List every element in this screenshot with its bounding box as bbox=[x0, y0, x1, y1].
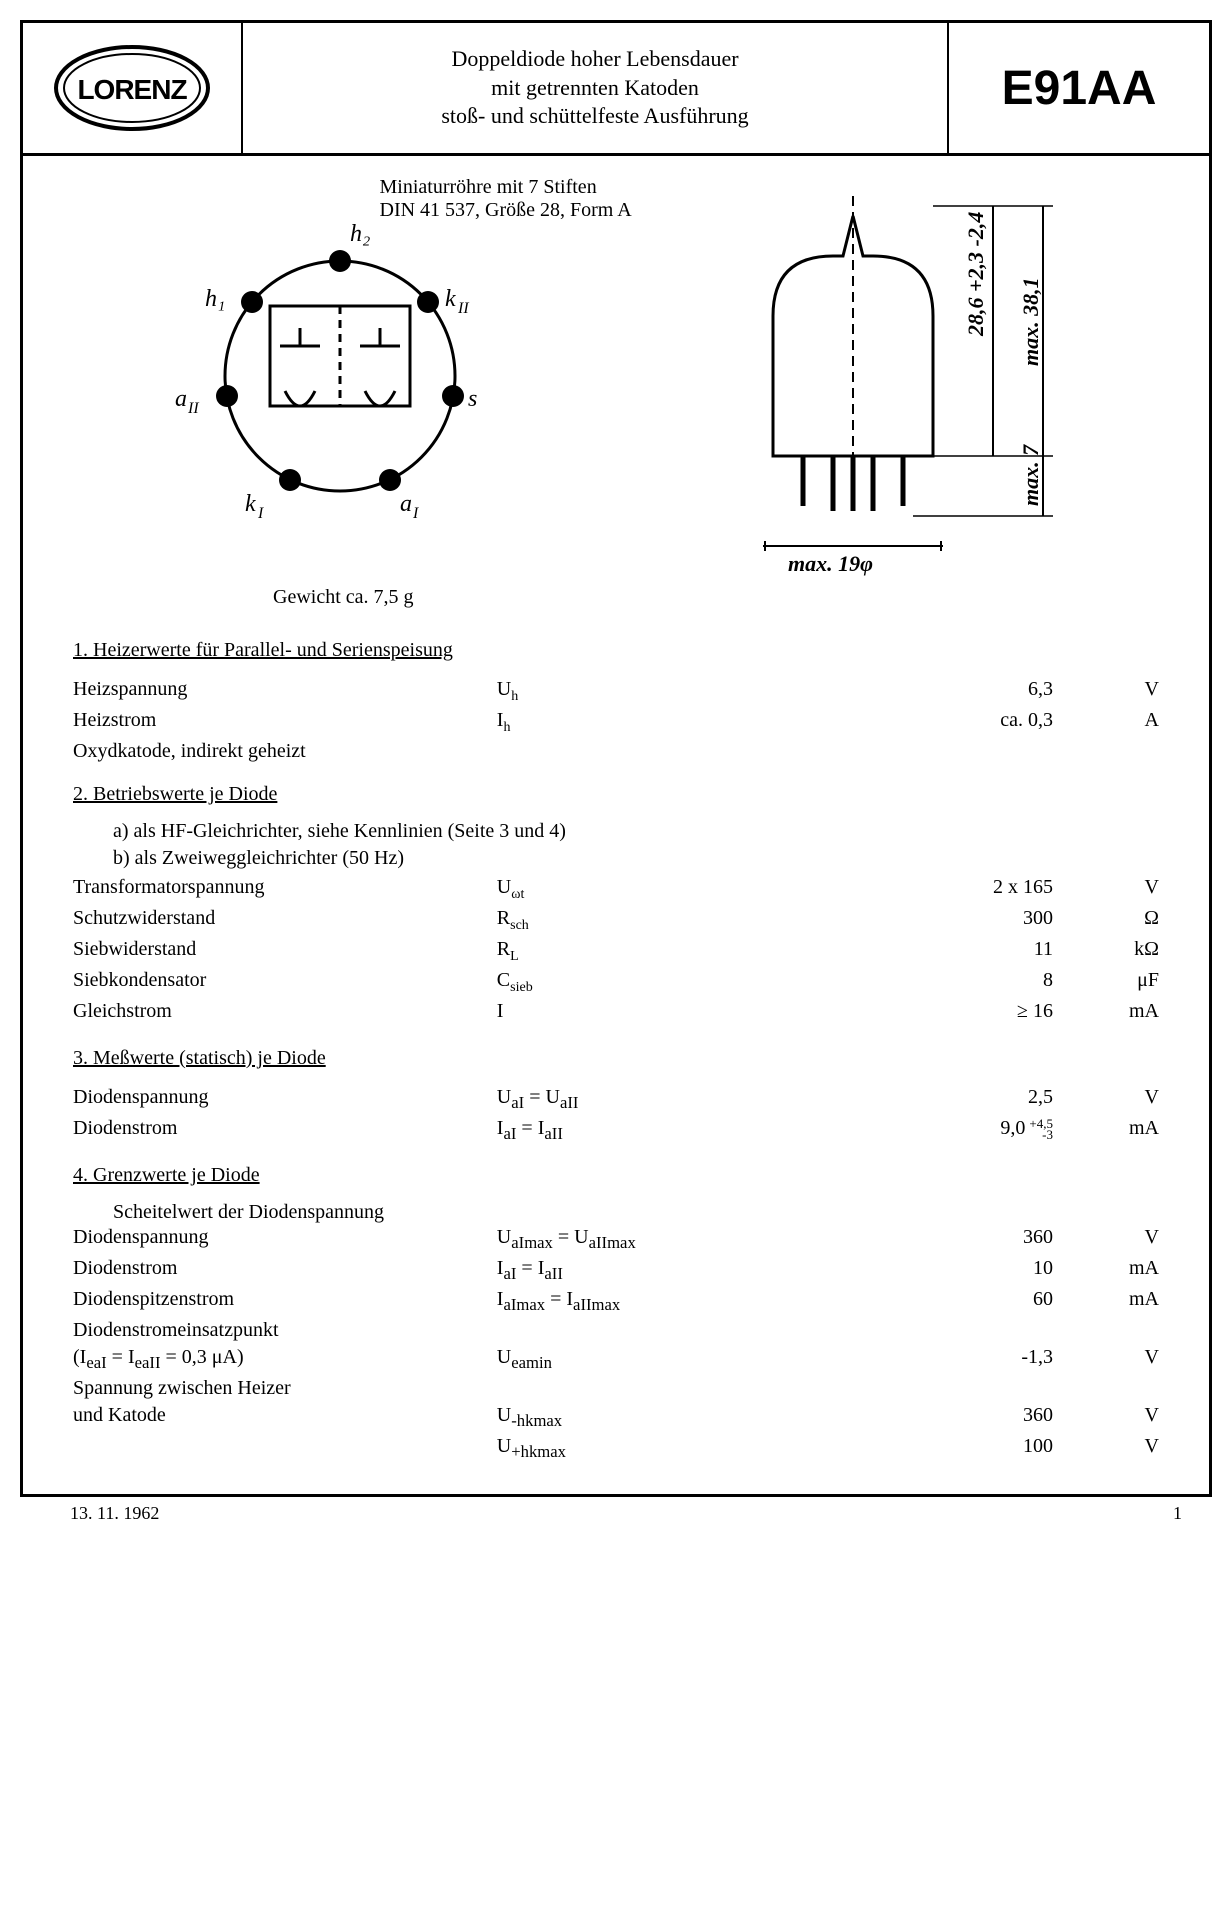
table-row: Diodenspitzenstrom IaImax = IaIImax 60 m… bbox=[73, 1286, 1159, 1317]
dim-width: max. 19φ bbox=[788, 551, 873, 576]
svg-text:s: s bbox=[468, 386, 477, 412]
table-row: Oxydkatode, indirekt geheizt bbox=[73, 738, 1159, 765]
section-2-table: Transformatorspannung Uωt 2 x 165 VSchut… bbox=[73, 874, 1159, 1029]
desc-line-3: stoß- und schüttelfeste Ausführung bbox=[441, 102, 748, 131]
table-row: Diodenstrom IaI = IaII 9,0+4,5-3 mA bbox=[73, 1115, 1159, 1146]
table-row: Heizstrom Ih ca. 0,3 A bbox=[73, 707, 1159, 738]
dim-body: 28,6 +2,3 -2,4 bbox=[963, 212, 988, 337]
footer-date: 13. 11. 1962 bbox=[70, 1503, 159, 1524]
table-row: Gleichstrom I ≥ 16 mA bbox=[73, 998, 1159, 1029]
weight: Gewicht ca. 7,5 g bbox=[273, 586, 1159, 609]
s4-pre: Scheitelwert der Diodenspannung bbox=[73, 1201, 1159, 1224]
svg-text:II: II bbox=[457, 300, 469, 317]
table-row: Diodenspannung UaI = UaII 2,5 V bbox=[73, 1084, 1159, 1115]
pinout-svg: h₂ kII s aI kI aII h₁ bbox=[140, 176, 560, 536]
table-row: Diodenstromeinsatzpunkt bbox=[73, 1317, 1159, 1344]
section-1-table: Heizspannung Uh 6,3 V Heizstrom Ih ca. 0… bbox=[73, 676, 1159, 765]
footer: 13. 11. 1962 1 bbox=[20, 1497, 1212, 1524]
pinout-diagram: Miniaturröhre mit 7 Stiften DIN 41 537, … bbox=[140, 176, 560, 536]
diagram-row: Miniaturröhre mit 7 Stiften DIN 41 537, … bbox=[73, 176, 1159, 576]
tube-outline-diagram: max. 19φ 28,6 +2,3 -2,4 max. 38,1 max. 7 bbox=[693, 176, 1093, 576]
table-row: Transformatorspannung Uωt 2 x 165 V bbox=[73, 874, 1159, 905]
lorenz-logo-icon: LORENZ bbox=[52, 43, 212, 133]
table-row: Siebkondensator Csieb 8 μF bbox=[73, 967, 1159, 998]
footer-page: 1 bbox=[1173, 1503, 1182, 1524]
svg-text:LORENZ: LORENZ bbox=[77, 74, 187, 105]
table-row: (IeaI = IeaII = 0,3 μA) Ueamin -1,3 V bbox=[73, 1344, 1159, 1375]
desc-line-1: Doppeldiode hoher Lebensdauer bbox=[451, 45, 738, 74]
svg-text:a: a bbox=[175, 386, 187, 412]
section-4-table: Diodenspannung UaImax = UaIImax 360 VDio… bbox=[73, 1224, 1159, 1464]
table-row: Diodenspannung UaImax = UaIImax 360 V bbox=[73, 1224, 1159, 1255]
table-row: U+hkmax 100 V bbox=[73, 1433, 1159, 1464]
svg-text:k: k bbox=[245, 491, 256, 517]
datasheet-page: LORENZ Doppeldiode hoher Lebensdauer mit… bbox=[20, 20, 1212, 1497]
svg-text:h₂: h₂ bbox=[350, 221, 370, 247]
description-cell: Doppeldiode hoher Lebensdauer mit getren… bbox=[243, 23, 949, 153]
table-row: Heizspannung Uh 6,3 V bbox=[73, 676, 1159, 707]
svg-text:I: I bbox=[257, 505, 264, 522]
section-4-title: 4. Grenzwerte je Diode bbox=[73, 1164, 1159, 1187]
section-2-title: 2. Betriebswerte je Diode bbox=[73, 783, 1159, 806]
svg-text:I: I bbox=[412, 505, 419, 522]
table-row: Siebwiderstand RL 11 kΩ bbox=[73, 936, 1159, 967]
logo-cell: LORENZ bbox=[23, 23, 243, 153]
desc-line-2: mit getrennten Katoden bbox=[491, 74, 699, 103]
svg-text:h₁: h₁ bbox=[205, 286, 225, 312]
svg-text:a: a bbox=[400, 491, 412, 517]
dim-pins: max. 7 bbox=[1018, 444, 1043, 506]
diagram-caption: Miniaturröhre mit 7 Stiften DIN 41 537, … bbox=[380, 176, 740, 222]
section-1-title: 1. Heizerwerte für Parallel- und Seriens… bbox=[73, 639, 1159, 662]
s2-line-b: b) als Zweiweggleichrichter (50 Hz) bbox=[73, 847, 1159, 870]
header: LORENZ Doppeldiode hoher Lebensdauer mit… bbox=[23, 23, 1209, 156]
table-row: und Katode U-hkmax 360 V bbox=[73, 1402, 1159, 1433]
svg-text:II: II bbox=[187, 400, 199, 417]
section-3-table: Diodenspannung UaI = UaII 2,5 V Diodenst… bbox=[73, 1084, 1159, 1146]
s2-line-a: a) als HF-Gleichrichter, siehe Kennlinie… bbox=[73, 820, 1159, 843]
table-row: Schutzwiderstand Rsch 300 Ω bbox=[73, 905, 1159, 936]
tube-svg: max. 19φ 28,6 +2,3 -2,4 max. 38,1 max. 7 bbox=[693, 176, 1093, 576]
section-3-title: 3. Meßwerte (statisch) je Diode bbox=[73, 1047, 1159, 1070]
dim-total: max. 38,1 bbox=[1018, 277, 1043, 366]
table-row: Diodenstrom IaI = IaII 10 mA bbox=[73, 1255, 1159, 1286]
body: Miniaturröhre mit 7 Stiften DIN 41 537, … bbox=[23, 156, 1209, 1494]
svg-text:k: k bbox=[445, 286, 456, 312]
part-number: E91AA bbox=[949, 23, 1209, 153]
table-row: Spannung zwischen Heizer bbox=[73, 1375, 1159, 1402]
